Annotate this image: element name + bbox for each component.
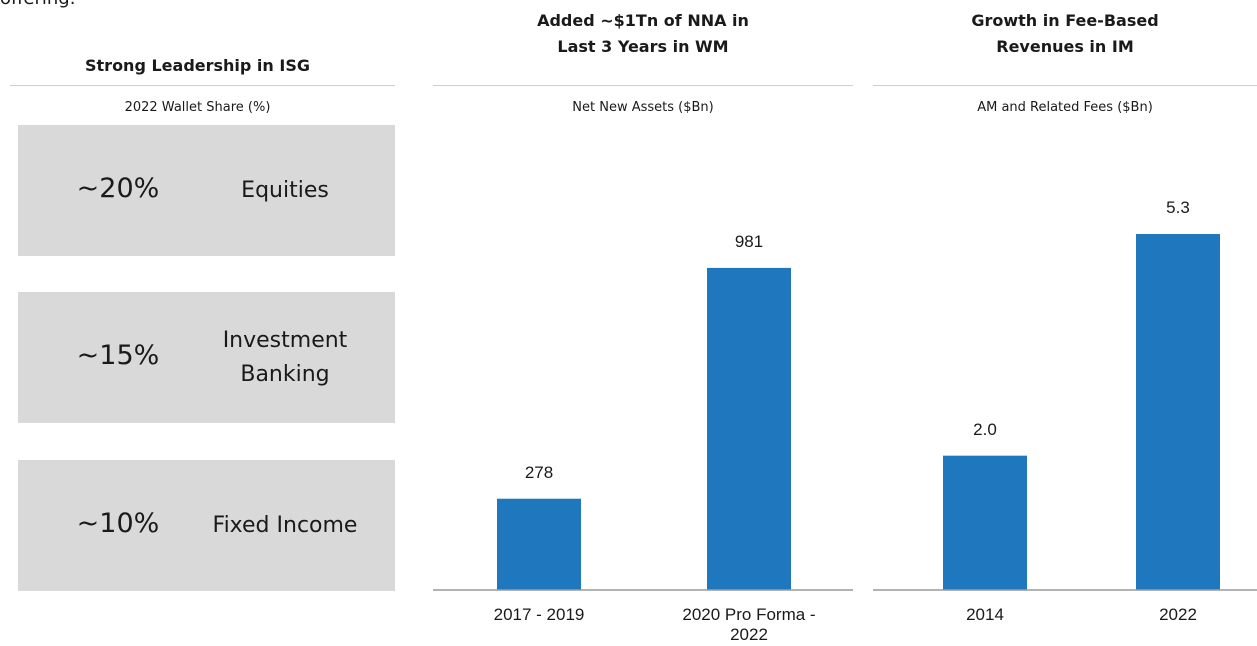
share-box — [18, 292, 395, 423]
panel-title: Strong Leadership in ISG — [85, 56, 310, 75]
data-label: 5.3 — [1166, 198, 1190, 218]
title-rule — [873, 85, 1257, 86]
data-label: 981 — [734, 231, 764, 251]
title-rule — [10, 85, 395, 86]
bar — [943, 455, 1027, 590]
share-label: Fixed Income — [212, 512, 358, 538]
share-box — [18, 125, 395, 256]
share-label: Equities — [241, 177, 329, 203]
bar — [1136, 234, 1220, 590]
chart-subtitle: AM and Related Fees ($Bn) — [977, 100, 1153, 115]
x-tick-label: 2017 - 2019 — [493, 605, 585, 624]
data-label: 2.0 — [973, 419, 997, 439]
panel-subtitle: 2022 Wallet Share (%) — [124, 100, 271, 115]
share-value: ~15% — [76, 339, 160, 371]
chart-subtitle: Net New Assets ($Bn) — [572, 100, 714, 115]
share-value: ~20% — [76, 172, 160, 204]
bar — [497, 498, 581, 590]
chart-title: Growth in Fee-Based Revenues in IM — [971, 11, 1159, 56]
data-label: 278 — [524, 462, 554, 482]
x-tick-label: 2022 — [1159, 605, 1197, 624]
share-label: Investment Banking — [222, 327, 348, 387]
x-tick-label: 2014 — [966, 605, 1004, 624]
share-box — [18, 460, 395, 591]
bar — [707, 267, 791, 590]
share-value: ~10% — [76, 507, 160, 539]
x-tick-label: 2020 Pro Forma - 2022 — [682, 605, 816, 644]
chart-title: Added ~$1Tn of NNA in Last 3 Years in WM — [537, 11, 749, 56]
intro-fragment: offering. — [0, 0, 75, 9]
title-rule — [433, 85, 853, 86]
